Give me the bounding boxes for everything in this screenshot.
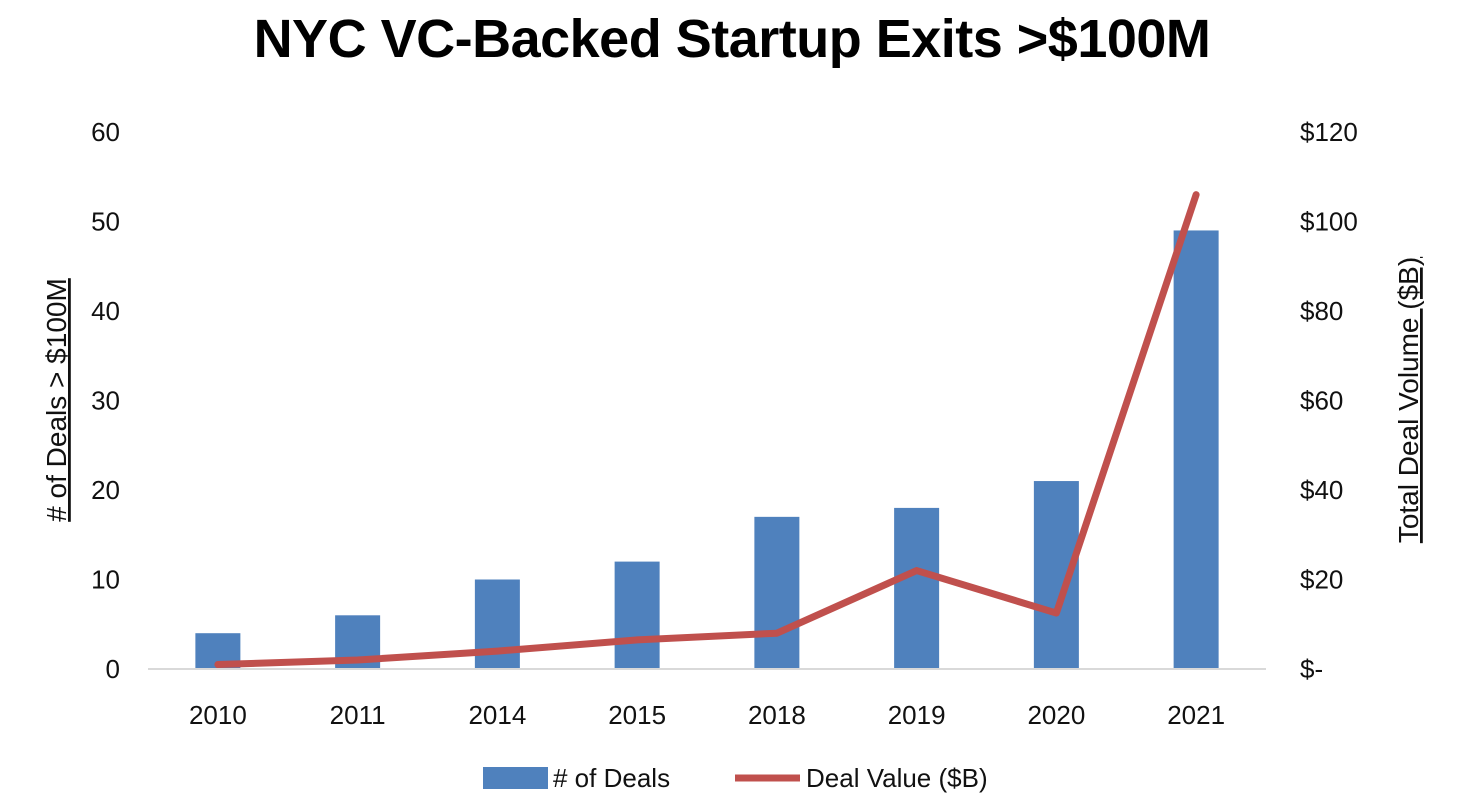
x-tick-label: 2021 <box>1167 700 1225 730</box>
bar-2015 <box>614 561 660 669</box>
x-tick-label: 2015 <box>608 700 666 730</box>
right-tick-label: $20 <box>1300 565 1343 595</box>
left-axis-ticks: 0 10 20 30 40 50 60 <box>91 117 120 684</box>
right-tick-label: $120 <box>1300 117 1358 147</box>
legend-line-label: Deal Value ($B) <box>806 763 988 793</box>
x-tick-label: 2019 <box>888 700 946 730</box>
bar-2021 <box>1173 230 1219 669</box>
right-tick-label: $60 <box>1300 386 1343 416</box>
legend: # of Deals Deal Value ($B) <box>483 763 988 793</box>
legend-bar-swatch <box>483 767 548 789</box>
bars-group <box>195 230 1219 669</box>
x-tick-label: 2011 <box>330 700 386 730</box>
right-tick-label: $80 <box>1300 296 1343 326</box>
right-tick-label: $40 <box>1300 475 1343 505</box>
x-tick-label: 2020 <box>1027 700 1085 730</box>
chart-title: NYC VC-Backed Startup Exits >$100M <box>253 9 1211 69</box>
left-tick-label: 30 <box>91 386 120 416</box>
left-tick-label: 10 <box>91 565 120 595</box>
x-axis-ticks: 2010 2011 2014 2015 2018 2019 2020 2021 <box>189 700 1225 730</box>
left-tick-label: 20 <box>91 475 120 505</box>
bar-2018 <box>754 516 800 669</box>
right-axis-title: Total Deal Volume ($B) <box>1393 257 1424 543</box>
left-tick-label: 60 <box>91 117 120 147</box>
x-tick-label: 2014 <box>468 700 526 730</box>
left-axis-title: # of Deals > $100M <box>41 278 72 522</box>
deal-value-line <box>214 191 1200 669</box>
left-tick-label: 40 <box>91 296 120 326</box>
bar-2019 <box>894 507 940 669</box>
left-tick-label: 50 <box>91 207 120 237</box>
left-tick-label: 0 <box>106 654 120 684</box>
x-tick-label: 2018 <box>748 700 806 730</box>
right-tick-label: $- <box>1300 654 1323 684</box>
right-axis-ticks: $- $20 $40 $60 $80 $100 $120 <box>1300 117 1358 684</box>
x-tick-label: 2010 <box>189 700 247 730</box>
right-tick-label: $100 <box>1300 207 1358 237</box>
legend-bar-label: # of Deals <box>553 763 670 793</box>
